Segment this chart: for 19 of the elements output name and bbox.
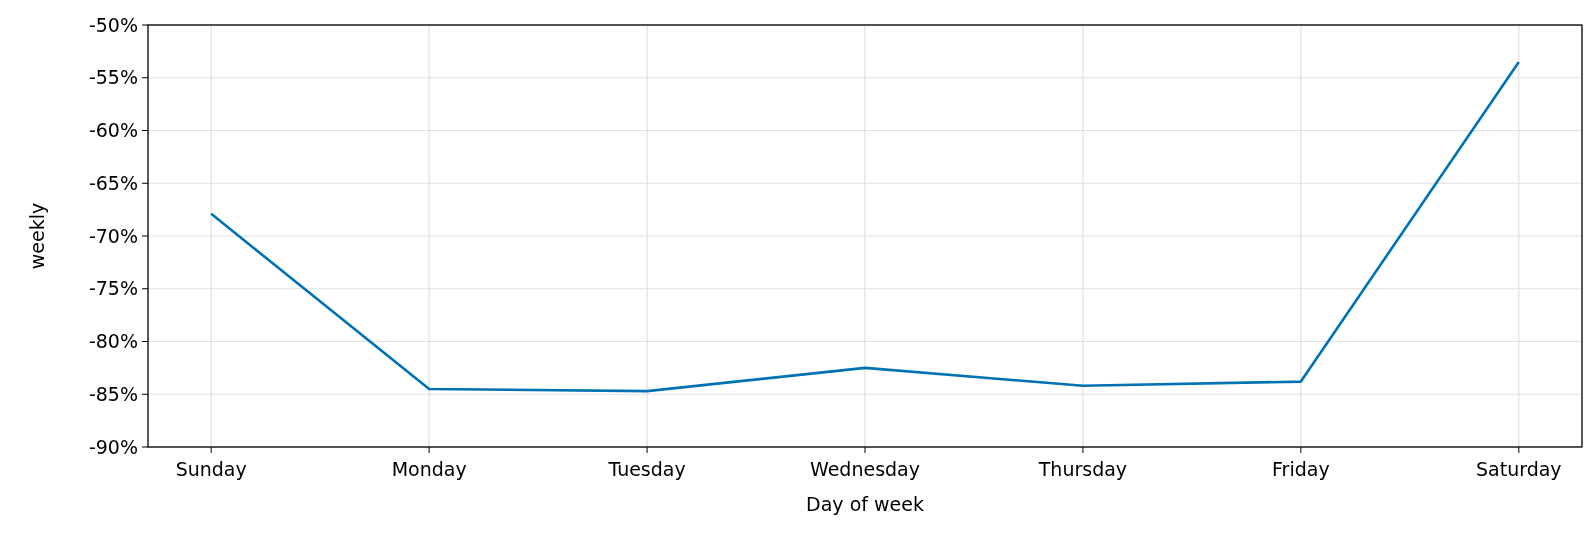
y-tick-label: -75% <box>88 277 138 300</box>
x-tick-label: Thursday <box>1037 458 1128 480</box>
y-axis-title: weekly <box>26 202 48 270</box>
y-tick-label: -50% <box>88 13 138 36</box>
y-tick-label: -60% <box>88 119 138 142</box>
x-tick-label: Saturday <box>1475 458 1562 480</box>
x-tick-label: Sunday <box>175 458 247 480</box>
y-tick-label: -55% <box>88 66 138 89</box>
y-tick-label: -85% <box>88 382 138 405</box>
y-tick-label: -80% <box>88 330 138 353</box>
x-tick-label: Monday <box>391 458 467 480</box>
x-tick-label: Friday <box>1272 458 1330 480</box>
y-tick-label: -70% <box>88 224 138 247</box>
y-tick-label: -65% <box>88 171 138 194</box>
y-tick-label: -90% <box>88 435 138 458</box>
x-tick-label: Wednesday <box>809 458 921 480</box>
line-series <box>209 60 1521 393</box>
x-tick-label: Tuesday <box>607 458 686 480</box>
x-axis-title: Day of week <box>806 493 924 515</box>
